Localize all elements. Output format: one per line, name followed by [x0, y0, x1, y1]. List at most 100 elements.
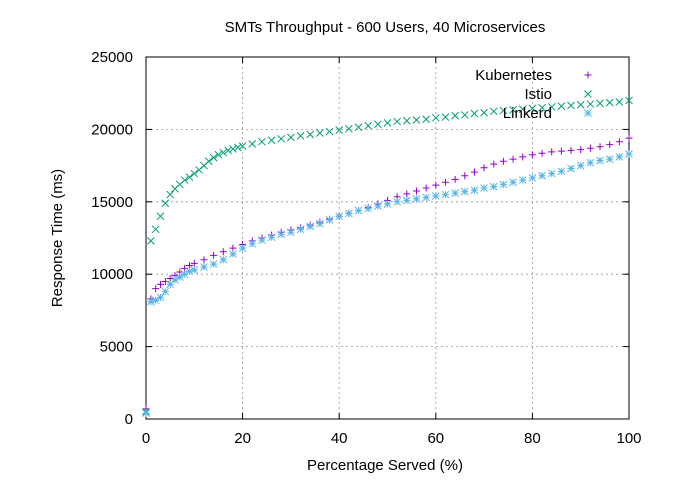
istio-point [605, 98, 614, 107]
linkerd-point [431, 192, 440, 200]
linkerd-point [306, 222, 315, 231]
linkerd-point [166, 280, 175, 289]
x-tick-label: 0 [142, 430, 150, 447]
x-tick-label: 40 [331, 430, 348, 447]
kubernetes-point [451, 175, 459, 183]
linkerd-point [538, 171, 546, 180]
y-tick-label: 15000 [91, 194, 133, 211]
istio-point [296, 132, 305, 140]
y-tick-label: 25000 [91, 49, 133, 66]
istio-point [354, 123, 363, 132]
linkerd-point [219, 255, 228, 264]
linkerd-point [325, 216, 334, 224]
istio-point [166, 190, 175, 199]
x-tick-label: 20 [234, 430, 251, 447]
linkerd-point [393, 197, 402, 206]
kubernetes-point [422, 184, 430, 192]
linkerd-point [547, 169, 556, 178]
kubernetes-point [528, 151, 536, 159]
linkerd-point [248, 239, 257, 248]
linkerd-point [605, 155, 614, 163]
legend-label-kubernetes: Kubernetes [475, 67, 552, 84]
istio-point [373, 120, 382, 129]
kubernetes-point [441, 178, 449, 186]
linkerd-point [509, 178, 517, 187]
istio-point [335, 126, 344, 134]
legend-marker-linkerd [584, 109, 592, 117]
linkerd-point [489, 182, 498, 191]
linkerd-point [229, 250, 237, 258]
istio-point [267, 136, 276, 145]
istio-point [190, 169, 199, 178]
istio-point [470, 109, 479, 118]
kubernetes-point [596, 143, 604, 151]
x-tick-label: 80 [524, 430, 541, 447]
kubernetes-point [200, 256, 208, 264]
istio-point [538, 103, 546, 112]
istio-point [229, 145, 237, 153]
axis-ticks: 0 20 40 60 80 100 0 5000 10000 15000 20000 25000 [91, 49, 641, 447]
istio-point [518, 105, 527, 113]
linkerd-point [267, 233, 276, 242]
linkerd-point [422, 193, 430, 202]
linkerd-point [171, 276, 179, 284]
linkerd-point [518, 176, 527, 184]
linkerd-point [596, 156, 604, 165]
kubernetes-point [470, 168, 478, 176]
kubernetes-point [577, 146, 585, 154]
istio-point [214, 150, 223, 159]
istio-point [180, 176, 189, 184]
kubernetes-point [190, 259, 198, 267]
linkerd-point [460, 187, 469, 196]
x-tick-label: 100 [616, 430, 641, 447]
istio-point [185, 173, 194, 182]
kubernetes-point [156, 280, 164, 288]
kubernetes-point [490, 160, 498, 168]
istio-point [547, 103, 556, 111]
y-tick-label: 0 [125, 411, 133, 428]
linkerd-point [142, 409, 150, 418]
legend-marker-istio [584, 90, 592, 98]
linkerd-point [625, 150, 633, 158]
linkerd-point [480, 184, 488, 192]
linkerd-point [258, 236, 266, 245]
linkerd-point [175, 273, 184, 281]
linkerd-point [180, 270, 189, 279]
linkerd-point [161, 287, 170, 296]
istio-point [412, 116, 421, 124]
linkerd-point [316, 219, 324, 228]
istio-point [224, 146, 232, 155]
istio-point [146, 237, 155, 245]
linkerd-point [499, 180, 508, 189]
linkerd-point [615, 153, 624, 161]
istio-point [509, 105, 517, 114]
istio-point [325, 127, 334, 136]
kubernetes-point [519, 153, 527, 161]
istio-point [441, 113, 450, 121]
istio-point [151, 225, 160, 234]
linkerd-point [576, 161, 585, 170]
linkerd-point [470, 186, 479, 195]
linkerd-point [364, 204, 373, 213]
kubernetes-point [606, 141, 614, 149]
x-tick-label: 60 [427, 430, 444, 447]
linkerd-point [151, 296, 160, 305]
istio-point [460, 111, 469, 119]
istio-point [364, 121, 373, 130]
kubernetes-point [219, 248, 227, 256]
istio-point [316, 129, 324, 137]
linkerd-point [354, 206, 363, 215]
linkerd-point [557, 167, 566, 176]
kubernetes-point [152, 285, 160, 293]
istio-point [156, 212, 165, 221]
linkerd-point [209, 260, 218, 268]
linkerd-point [567, 164, 575, 173]
plot-frame [145, 56, 630, 420]
istio-point [161, 199, 170, 208]
istio-point [345, 124, 353, 133]
linkerd-point [238, 244, 247, 252]
legend: Kubernetes Istio Linkerd [475, 67, 592, 122]
istio-point [586, 100, 595, 108]
istio-point [277, 134, 286, 143]
